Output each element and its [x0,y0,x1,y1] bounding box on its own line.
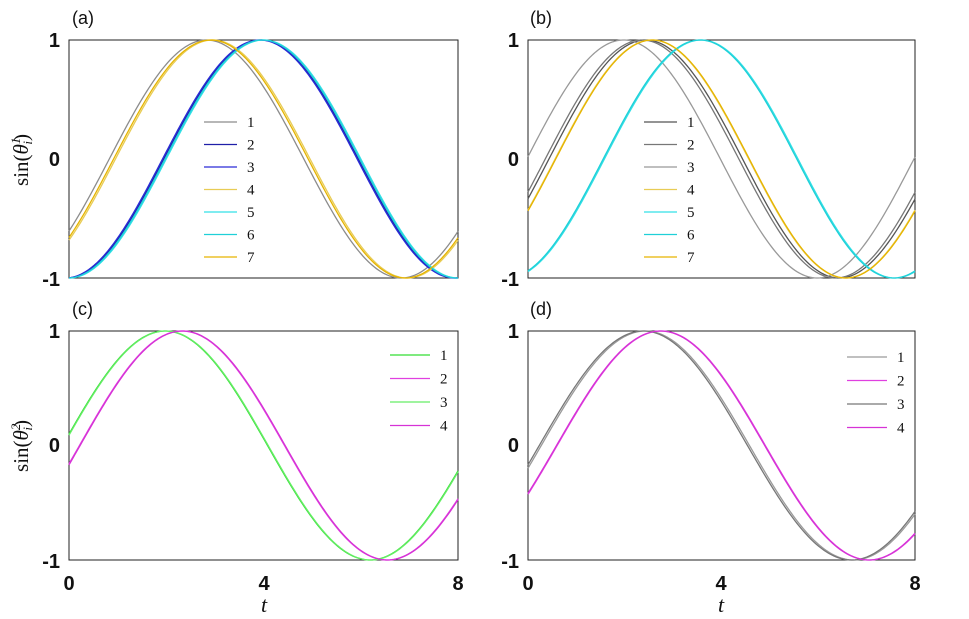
panel-c-legend: 1 2 3 4 [390,348,448,435]
panel-c-legend-label-4: 4 [440,419,448,435]
panel-a-ytick-min: -1 [42,269,60,291]
panel-c-legend-label-3: 3 [440,395,448,411]
panel-d-xtick-4: 4 [715,573,727,595]
panel-a-series-4-line [68,39,459,279]
panel-d-xlabel: t [718,592,725,617]
panel-a-ytick-mid: 0 [49,149,60,171]
panel-a-series-1-line [68,39,459,279]
panel-c-series-2-line [68,330,459,561]
panel-b-series-1-line [527,39,916,279]
panel-d-ytick-min: -1 [501,551,519,573]
panel-a-legend-label-4: 4 [247,183,255,199]
panel-c-xtick-0: 0 [63,573,74,595]
panel-b-ytick-mid: 0 [508,149,519,171]
panel-c-xtick-8: 8 [452,573,463,595]
panel-a-lines [68,39,459,279]
panel-d-ytick-mid: 0 [508,435,519,457]
panel-b-legend-label-4: 4 [687,183,695,199]
panel-b-series-2-line [527,39,916,279]
panel-c-ylabel-text: sin(θ2i) [8,420,35,472]
panel-a-series-3-line [68,39,459,279]
panel-d-legend-label-3: 3 [897,397,905,413]
panel-c-label: (c) [72,299,93,319]
panel-a-ylabel-text: sin(θ1i) [8,134,35,186]
panel-a-axes [68,39,459,279]
panel-b-label: (b) [530,8,552,28]
panel-b: (b) 1 0 -1 1 2 3 4 5 6 7 [501,8,916,291]
panel-b-legend: 1 2 3 4 5 6 7 [644,115,695,266]
panel-c-series-3-line [68,330,459,561]
panel-b-series-6-line [527,39,916,279]
panel-c-xlabel: t [261,592,268,617]
panel-c-ylabel: sin(θ2i) [8,420,35,472]
panel-c-series-4-line [68,330,459,561]
panel-b-legend-label-3: 3 [687,160,695,176]
panel-d-series-1-line [527,330,916,561]
panel-a-legend-label-1: 1 [247,115,255,131]
panel-d-series-2-line [527,330,916,561]
panel-c-legend-label-2: 2 [440,372,448,388]
panel-d-series-4-line [527,330,916,561]
panel-a-legend-label-5: 5 [247,205,255,221]
panel-b-legend-label-6: 6 [687,228,695,244]
panel-d-legend: 1 2 3 4 [847,350,905,437]
panel-a-legend: 1 2 3 4 5 6 7 [204,115,255,266]
panel-a-series-5-line [68,39,459,279]
panel-a-legend-label-2: 2 [247,138,255,154]
panel-d-xtick-8: 8 [909,573,920,595]
panel-a-ylabel: sin(θ1i) [8,134,35,186]
panel-c-xtick-4: 4 [258,573,270,595]
panel-d-legend-label-4: 4 [897,421,905,437]
panel-d: (d) 1 0 -1 0 4 8 t 1 2 3 4 [501,299,920,617]
panel-a-series-6-line [68,39,459,279]
panel-b-series-5-line [527,39,916,279]
panel-a-legend-label-6: 6 [247,228,255,244]
panel-d-ytick-max: 1 [508,321,519,343]
panel-c-legend-label-1: 1 [440,348,448,364]
panel-c-ytick-min: -1 [42,551,60,573]
panel-d-legend-label-2: 2 [897,374,905,390]
panel-a: (a) 1 0 -1 sin(θ1i) 1 2 3 4 5 6 7 [8,8,459,291]
panel-b-legend-label-1: 1 [687,115,695,131]
panel-b-series-7-line [527,39,916,279]
panel-a-legend-label-3: 3 [247,160,255,176]
panel-b-ytick-min: -1 [501,269,519,291]
panel-b-legend-label-7: 7 [687,250,695,266]
panel-b-series-3-line [527,39,916,279]
panel-b-ytick-max: 1 [508,30,519,52]
panel-c-series-1-line [68,330,459,561]
panel-d-xtick-0: 0 [522,573,533,595]
panel-b-series-4-line [527,39,916,279]
panel-d-label: (d) [530,299,552,319]
panel-d-series-3-line [527,330,916,561]
panel-a-ytick-max: 1 [49,30,60,52]
panel-a-series-7-line [68,39,459,279]
panel-c-ytick-max: 1 [49,321,60,343]
panel-d-lines [527,330,916,561]
panel-c-axes [68,330,459,561]
panel-c: (c) 1 0 -1 0 4 8 t sin(θ2i) 1 2 3 4 [8,299,464,617]
panel-c-ytick-mid: 0 [49,435,60,457]
panel-b-legend-label-5: 5 [687,205,695,221]
panel-d-axes [527,330,916,561]
panel-b-axes [527,39,916,279]
panel-a-series-2-line [68,39,459,279]
panel-b-legend-label-2: 2 [687,138,695,154]
panel-d-legend-label-1: 1 [897,350,905,366]
panel-c-lines [68,330,459,561]
panel-a-legend-label-7: 7 [247,250,255,266]
panel-b-lines [527,39,916,279]
panel-a-label: (a) [72,8,94,28]
